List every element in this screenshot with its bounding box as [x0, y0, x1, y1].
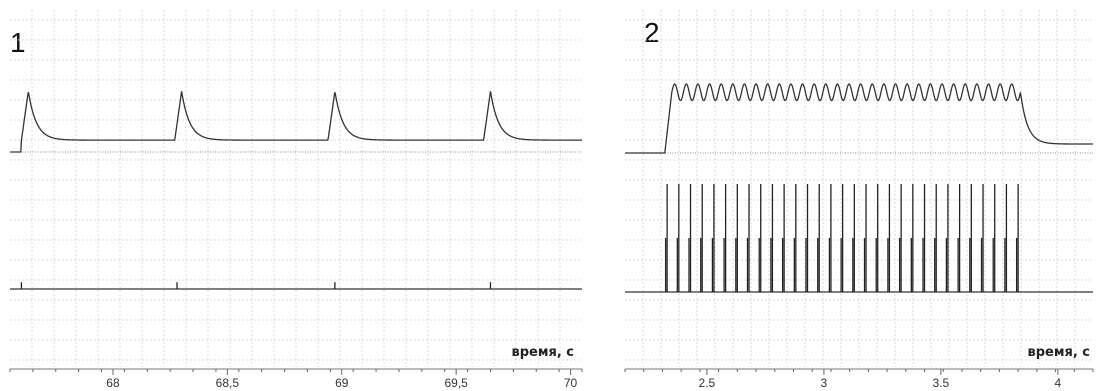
panel-1-tick-label: 69 — [335, 376, 349, 390]
panel-1-tick-label: 70 — [564, 376, 578, 390]
panel-1-tick-label: 68 — [106, 376, 120, 390]
panel-1: 1 68 68,5 69 69,5 70 время, с — [9, 10, 583, 390]
panel-1-label: 1 — [10, 27, 26, 58]
panel-2-x-axis: 2.5 3 3.5 4 — [624, 368, 1094, 390]
panel-2-label: 2 — [644, 17, 660, 48]
panel-2-x-axis-title: время, с — [1028, 345, 1091, 360]
panel-1-tick-label: 69,5 — [444, 376, 468, 390]
panel-2-tick-label: 3 — [821, 376, 828, 390]
panel-1-grid — [10, 10, 582, 367]
panel-1-x-axis-title: время, с — [512, 345, 575, 360]
panel-2-grid — [625, 10, 1093, 367]
panel-1-traces — [10, 91, 582, 290]
panel-2-traces — [625, 83, 1093, 293]
panel-1-x-axis: 68 68,5 69 69,5 70 — [9, 368, 583, 390]
panel-1-tick-label: 68,5 — [216, 376, 240, 390]
panel-1-upper-series-line — [10, 91, 582, 153]
panel-2-tick-label: 2.5 — [699, 376, 716, 390]
panel-2-tick-label: 4 — [1055, 376, 1062, 390]
panel-2: 2 2.5 3 3.5 4 время, с — [624, 10, 1094, 390]
panel-2-upper-series-line — [625, 83, 1093, 154]
panel-2-tick-label: 3.5 — [933, 376, 950, 390]
